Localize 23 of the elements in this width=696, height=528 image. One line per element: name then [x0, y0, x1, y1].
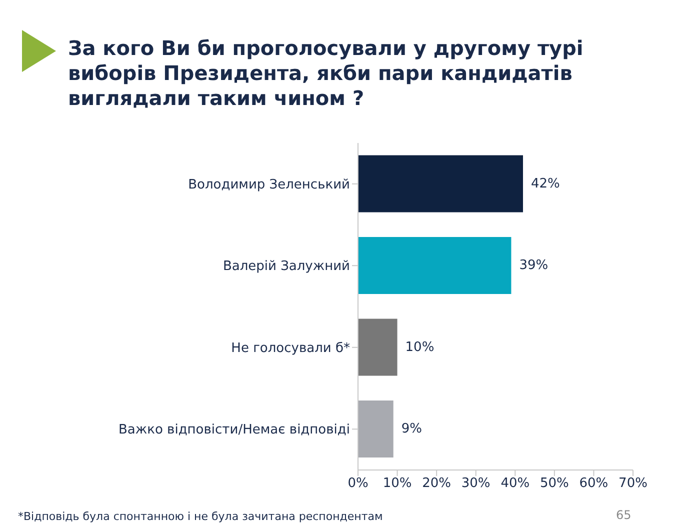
data-label: 9%: [401, 422, 422, 437]
x-tick-label: 60%: [579, 476, 608, 492]
x-tick-label: 30%: [461, 476, 490, 492]
x-tick-label: 10%: [382, 476, 412, 492]
x-tick-label: 40%: [500, 476, 530, 492]
data-label: 42%: [531, 176, 560, 192]
y-tick-label: Володимир Зеленський: [188, 177, 350, 192]
text: 65: [616, 508, 632, 522]
x-tick-label: 70%: [618, 476, 648, 492]
text: *Відповідь була спонтанною і не була зачитана респондентам: [18, 510, 383, 523]
y-tick-label: Важко відповісти/Немає відповіді: [118, 422, 350, 438]
x-tick-label: 50%: [540, 476, 569, 492]
x-tick-label: 0%: [348, 476, 368, 492]
data-label: 39%: [519, 258, 548, 274]
bar: [358, 155, 523, 212]
y-tick-label: Валерій Залужний: [222, 259, 350, 274]
bar: [358, 237, 512, 294]
x-tick-label: 20%: [422, 476, 452, 492]
bar: [358, 318, 398, 376]
data-label: 10%: [405, 340, 434, 355]
bar: [358, 400, 394, 458]
chart-title: За кого Ви би проголосували у другому турі виборів Президента, якби пари кандидатів виглядали таким чином ?: [68, 36, 584, 111]
y-tick-label: Не голосували б*: [231, 340, 350, 356]
